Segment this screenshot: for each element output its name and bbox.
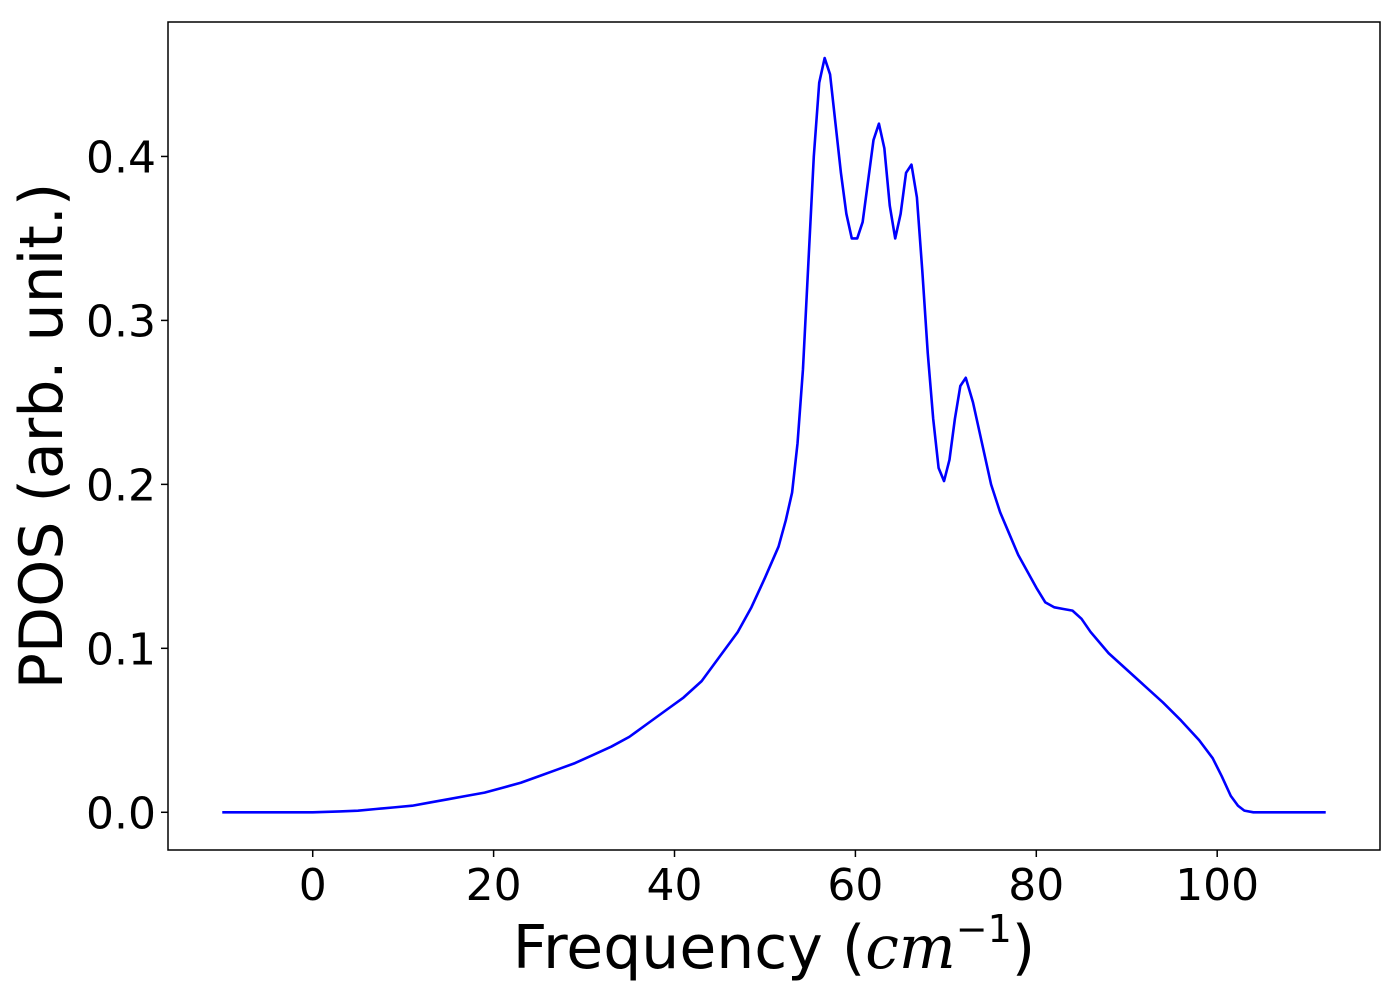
y-tick-label: 0.2 bbox=[86, 460, 156, 511]
y-tick-label: 0.0 bbox=[86, 788, 156, 839]
x-tick-label: 100 bbox=[1175, 860, 1259, 911]
y-tick-label: 0.1 bbox=[86, 624, 156, 675]
x-tick-label: 40 bbox=[647, 860, 703, 911]
series-layer bbox=[222, 56, 1326, 814]
y-tick-label: 0.4 bbox=[86, 132, 156, 183]
series-line-0 bbox=[222, 56, 1326, 814]
y-tick-label: 0.3 bbox=[86, 296, 156, 347]
x-axis-ticks: 0 20 40 60 80 100 bbox=[299, 850, 1259, 911]
x-tick-label: 0 bbox=[299, 860, 327, 911]
y-axis-ticks: 0.0 0.1 0.2 0.3 0.4 bbox=[86, 132, 168, 839]
plot-frame bbox=[167, 21, 1381, 851]
x-axis-label-exponent: −1 bbox=[956, 907, 1012, 951]
x-tick-label: 60 bbox=[827, 860, 883, 911]
x-axis-label: Frequency (cm−1) bbox=[513, 907, 1035, 983]
plot-background bbox=[168, 22, 1380, 850]
x-tick-label: 20 bbox=[466, 860, 522, 911]
y-axis-label: PDOS (arb. unit.) bbox=[7, 183, 77, 690]
x-tick-label: 80 bbox=[1008, 860, 1064, 911]
